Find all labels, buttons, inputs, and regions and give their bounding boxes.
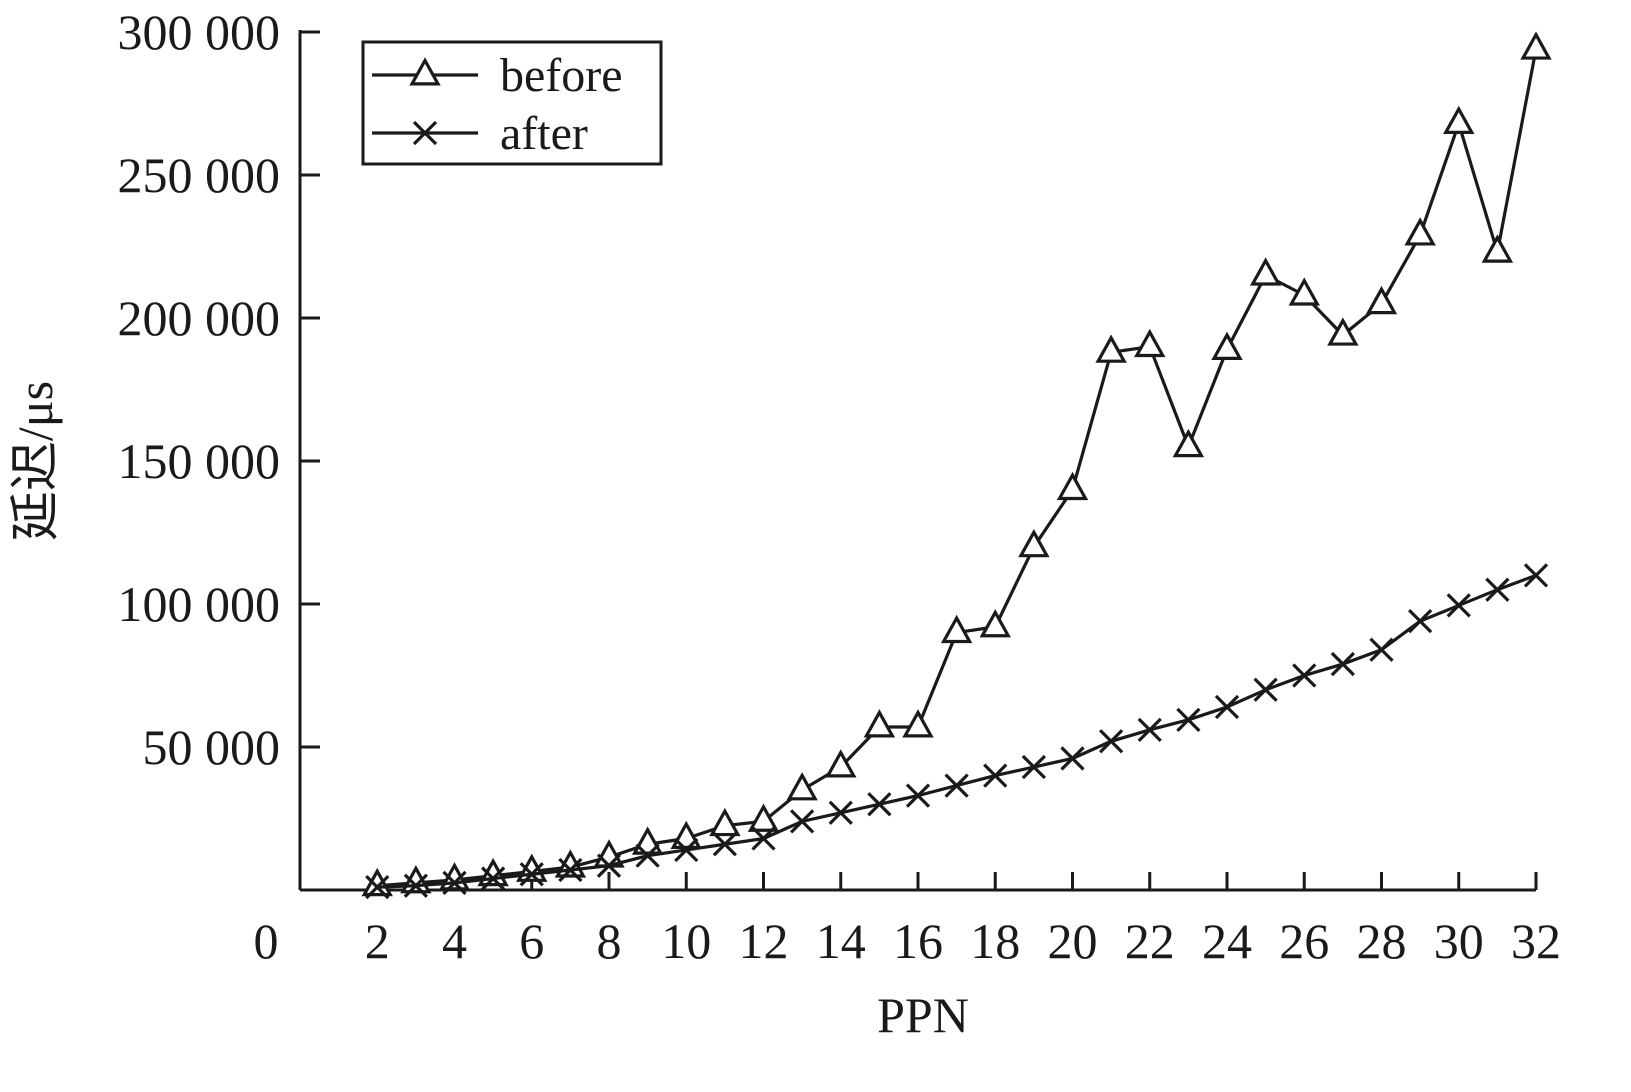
- data-point-after: [983, 763, 1008, 788]
- series-group: [361, 31, 1552, 900]
- legend-marker: [409, 57, 441, 86]
- legend-label: after: [500, 107, 588, 160]
- data-point-after: [1098, 729, 1124, 754]
- data-point-after: [1176, 707, 1201, 732]
- data-point-before: [1520, 31, 1552, 60]
- data-point-after: [1060, 746, 1085, 771]
- data-point-before: [438, 862, 471, 891]
- x-tick-label: 16: [893, 913, 943, 969]
- y-tick-label: 150 000: [118, 433, 281, 489]
- data-point-after: [1330, 651, 1356, 677]
- data-point-before: [1095, 334, 1127, 363]
- data-point-after: [558, 857, 583, 883]
- x-tick-label: 18: [970, 913, 1020, 969]
- x-tick-label: 6: [519, 913, 544, 969]
- data-point-after: [480, 866, 506, 891]
- y-tick-label: 100 000: [118, 576, 281, 632]
- x-tick-label: 8: [597, 913, 622, 969]
- data-point-after: [712, 832, 738, 857]
- data-point-before: [747, 803, 780, 832]
- x-tick-label: 26: [1279, 913, 1329, 969]
- legend-marker: [412, 120, 438, 146]
- data-point-before: [1056, 471, 1089, 501]
- data-point-before: [1481, 234, 1514, 263]
- x-tick-label: 28: [1357, 913, 1407, 969]
- x-tick-label: 20: [1048, 913, 1098, 969]
- data-point-before: [361, 867, 393, 897]
- y-tick-label: 300 000: [118, 4, 281, 60]
- x-tick-label: 14: [816, 913, 866, 969]
- series-line-before: [377, 48, 1538, 888]
- x-tick-label: 4: [442, 913, 467, 969]
- legend-item-before: before: [372, 49, 623, 102]
- y-tick-label: 200 000: [118, 290, 281, 346]
- data-point-before: [863, 709, 896, 738]
- data-point-after: [674, 837, 699, 863]
- data-point-before: [786, 772, 818, 801]
- data-point-after: [1021, 754, 1047, 780]
- data-point-after: [1253, 677, 1278, 702]
- data-point-before: [1288, 277, 1320, 306]
- y-ticks: 50 000 100 000 150 000 200 000 250 000 300 00…: [118, 4, 320, 775]
- data-point-after: [867, 792, 892, 817]
- x-axis-title: PPN: [877, 987, 969, 1043]
- data-point-after: [635, 843, 660, 868]
- data-point-after: [1369, 637, 1394, 662]
- data-point-after: [1523, 563, 1549, 588]
- y-tick-label: 250 000: [118, 147, 281, 203]
- x-tick-label: 12: [739, 913, 789, 969]
- origin-label: 0: [254, 913, 279, 969]
- data-point-after: [1446, 593, 1471, 618]
- data-point-before: [1404, 217, 1436, 246]
- x-tick-label: 32: [1511, 913, 1561, 969]
- x-ticks: 2 4 6 8 10 12 14 16 18 20 22 24 26 28 30 32: [365, 872, 1561, 969]
- data-point-after: [751, 826, 776, 851]
- data-point-after: [365, 875, 390, 900]
- data-point-after: [944, 773, 969, 798]
- data-point-before: [940, 614, 973, 644]
- data-point-before: [825, 749, 857, 778]
- series-after: [365, 563, 1549, 900]
- data-point-before: [1327, 317, 1359, 346]
- data-point-before: [1172, 428, 1205, 458]
- data-point-before: [1249, 257, 1282, 286]
- data-point-before: [1443, 105, 1475, 135]
- data-point-after: [403, 873, 429, 898]
- data-point-after: [789, 809, 815, 834]
- data-point-before: [1018, 528, 1050, 558]
- data-point-before: [709, 807, 741, 837]
- data-point-after: [1292, 663, 1317, 688]
- x-tick-label: 24: [1202, 913, 1252, 969]
- x-tick-label: 10: [661, 913, 711, 969]
- data-point-after: [905, 783, 931, 808]
- legend-box: [361, 40, 663, 166]
- x-tick-label: 22: [1125, 913, 1175, 969]
- x-tick-label: 30: [1434, 913, 1484, 969]
- data-point-after: [828, 800, 853, 825]
- data-point-after: [519, 862, 544, 887]
- y-tick-label: 50 000: [143, 719, 281, 775]
- data-point-before: [1134, 328, 1166, 358]
- data-point-after: [1485, 577, 1510, 602]
- data-point-after: [1407, 609, 1433, 634]
- legend-item-after: after: [372, 107, 588, 160]
- y-axis-title: 延迟/μs: [7, 381, 63, 541]
- data-point-before: [902, 709, 934, 738]
- data-point-after: [442, 870, 467, 895]
- data-point-before: [1365, 285, 1398, 315]
- data-point-before: [979, 609, 1011, 638]
- legend-label: before: [500, 49, 623, 102]
- data-point-before: [1211, 331, 1243, 360]
- data-point-after: [596, 853, 622, 878]
- data-point-before: [400, 865, 432, 894]
- x-tick-label: 2: [365, 913, 390, 969]
- data-point-after: [1214, 694, 1240, 720]
- data-point-after: [1137, 717, 1162, 742]
